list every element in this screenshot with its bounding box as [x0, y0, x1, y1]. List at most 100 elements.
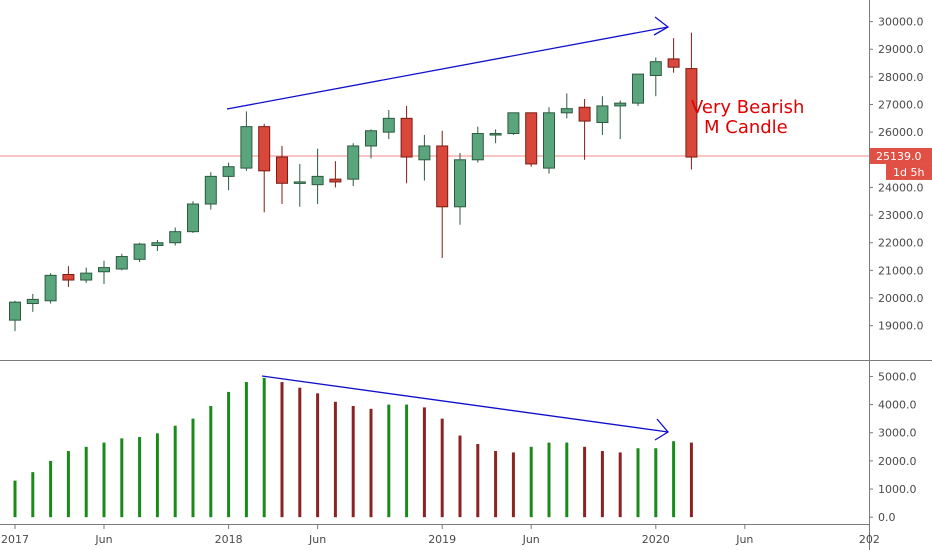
candle-body: [560, 108, 573, 114]
time-tick-label: 2018: [215, 533, 243, 546]
candle-body: [187, 203, 199, 233]
candle-2018-06[interactable]: [311, 148, 324, 205]
price-trend-arrow[interactable]: [226, 16, 670, 110]
candle-2018-01[interactable]: [222, 162, 235, 191]
candle-2017-05[interactable]: [80, 267, 93, 283]
candle-2018-04[interactable]: [276, 145, 288, 205]
candle-2018-02[interactable]: [240, 111, 253, 171]
candle-2017-07[interactable]: [115, 253, 128, 271]
volume-bar: [138, 436, 142, 518]
candle-body: [347, 145, 360, 180]
volume-tick-label: 2000.0: [878, 455, 917, 468]
candle-body: [400, 117, 413, 158]
candle-2018-05[interactable]: [293, 163, 306, 207]
volume-bar: [689, 442, 693, 518]
volume-bar: [600, 451, 604, 518]
candle-body: [596, 105, 609, 123]
volume-bar: [209, 406, 213, 518]
volume-bar: [155, 433, 159, 518]
candle-2019-08[interactable]: [560, 93, 573, 119]
volume-tick-label: 0.0: [878, 511, 896, 524]
candle-body: [454, 159, 466, 208]
price-tick-label: 19000.0: [878, 320, 924, 333]
candle-2020-03[interactable]: [685, 32, 698, 170]
volume-trend-arrow[interactable]: [261, 375, 669, 441]
time-tick-label: Jun: [522, 533, 540, 546]
volume-bar: [173, 425, 177, 518]
volume-tick-label: 1000.0: [878, 483, 917, 496]
candle-2017-11[interactable]: [187, 201, 199, 234]
volume-bar: [494, 451, 498, 518]
candle-2019-09[interactable]: [578, 98, 591, 160]
candle-2018-03[interactable]: [258, 123, 271, 213]
volume-tick-label: 3000.0: [878, 427, 917, 440]
candle-2019-02[interactable]: [454, 152, 466, 225]
volume-bar: [84, 446, 88, 518]
candle-2017-04[interactable]: [62, 266, 75, 287]
candle-2019-12[interactable]: [632, 73, 644, 106]
candle-2019-01[interactable]: [436, 130, 449, 258]
volume-bar: [262, 377, 266, 518]
candle-body: [382, 117, 395, 133]
volume-bar: [654, 448, 658, 518]
candle-body: [685, 68, 698, 158]
candle-2019-04[interactable]: [489, 129, 502, 144]
candle-body: [115, 256, 128, 270]
candle-body: [311, 175, 324, 186]
candle-2018-12[interactable]: [418, 134, 431, 181]
volume-bar: [298, 387, 302, 518]
candle-2017-09[interactable]: [151, 239, 164, 252]
candle-2018-07[interactable]: [329, 161, 342, 188]
volume-bar: [351, 406, 355, 518]
candle-2019-03[interactable]: [471, 126, 484, 163]
volume-bar: [227, 391, 231, 518]
time-tick-label: 2017: [1, 533, 29, 546]
time-axis-ticks: 2017 Jun 2018 Jun 2019 Jun 2020 Jun 202: [1, 524, 880, 546]
volume-bar: [102, 442, 106, 518]
volume-bar: [120, 438, 124, 518]
time-tick-label: 202: [859, 533, 880, 546]
time-tick-label: 2020: [642, 533, 670, 546]
time-tick-label: Jun: [735, 533, 753, 546]
candle-2017-03[interactable]: [44, 273, 57, 304]
candle-body: [436, 145, 449, 208]
candle-body: [80, 272, 93, 281]
candle-2019-11[interactable]: [614, 100, 627, 140]
candle-body: [471, 133, 484, 161]
candle-2019-07[interactable]: [543, 107, 555, 174]
candle-2017-02[interactable]: [26, 293, 39, 312]
volume-tick-label: 5000.0: [878, 370, 917, 383]
candle-body: [26, 298, 39, 305]
candle-2017-01[interactable]: [9, 300, 21, 332]
price-tick-label: 28000.0: [878, 71, 924, 84]
candle-2019-06[interactable]: [525, 112, 538, 167]
candle-2017-08[interactable]: [133, 242, 146, 263]
countdown-badge-text: 1d 5h: [893, 166, 924, 179]
candle-2019-10[interactable]: [596, 96, 609, 135]
candle-2020-01[interactable]: [649, 57, 662, 97]
candle-body: [489, 133, 502, 136]
candle-body: [204, 175, 217, 205]
candle-2018-08[interactable]: [347, 143, 360, 187]
volume-bar: [529, 446, 533, 518]
volume-bar: [66, 451, 70, 518]
volume-series: [13, 377, 693, 518]
time-tick-label: Jun: [308, 533, 326, 546]
candle-2018-09[interactable]: [365, 129, 377, 159]
countdown-badge-box: [886, 163, 932, 180]
candle-body: [258, 126, 271, 172]
candle-2018-11[interactable]: [400, 105, 413, 184]
candle-2020-02[interactable]: [667, 38, 680, 73]
candle-2017-10[interactable]: [169, 227, 182, 246]
annotation-line-1: Very Bearish: [691, 97, 804, 118]
candle-2017-12[interactable]: [204, 172, 217, 210]
volume-bar: [13, 480, 17, 518]
candle-body: [614, 102, 627, 107]
volume-bar: [636, 448, 640, 518]
candle-2018-10[interactable]: [382, 110, 395, 140]
candle-2017-06[interactable]: [98, 260, 110, 285]
candle-body: [365, 130, 377, 147]
candle-2019-05[interactable]: [507, 112, 520, 135]
